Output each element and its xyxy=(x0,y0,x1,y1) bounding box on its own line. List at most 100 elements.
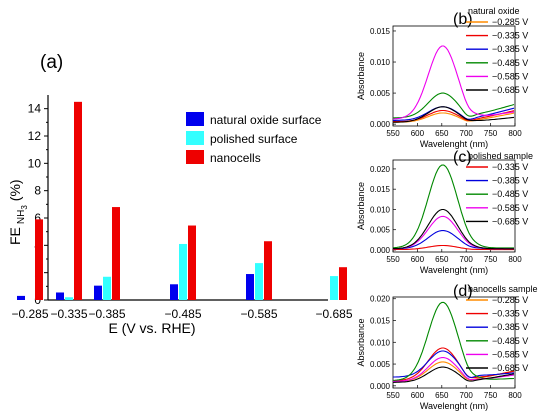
panel-b-spectra: (b) 550 600 650 700 750 800 0.000 0.005 0.010 0.01… xyxy=(356,6,528,149)
y-tick-label: 0.005 xyxy=(370,360,391,369)
x-tick-label: −0.685 xyxy=(315,307,352,321)
y-title-main: FE xyxy=(7,227,23,245)
x-tick-label: −0.285 xyxy=(11,307,48,321)
y-tick-label: 0.020 xyxy=(370,165,391,174)
x-tick-label: 550 xyxy=(386,391,400,400)
y-title-sub: NH xyxy=(16,210,27,224)
x-tick-label: 700 xyxy=(460,255,474,264)
legend-label: polished surface xyxy=(210,132,298,146)
bar-nanocells xyxy=(35,219,43,300)
y-tick-label: 0.020 xyxy=(370,295,391,304)
x-axis-title: Wavelenght (nm) xyxy=(420,265,488,275)
legend-label: −0.335 V xyxy=(492,309,528,319)
legend-label: −0.585 V xyxy=(492,203,528,213)
legend-label: −0.585 V xyxy=(492,349,528,359)
x-tick-label: 800 xyxy=(508,255,522,264)
legend-label: −0.485 V xyxy=(492,189,528,199)
legend-label: −0.485 V xyxy=(492,58,528,68)
legend-swatch xyxy=(186,112,204,126)
x-tick-label: −0.335 xyxy=(50,307,87,321)
bar-polished-surface xyxy=(179,243,187,300)
x-tick-label: 650 xyxy=(435,255,449,264)
x-tick-label: −0.585 xyxy=(240,307,277,321)
bar-nanocells xyxy=(264,241,272,300)
y-tick-label: 0.015 xyxy=(370,27,391,36)
y-tick-label: 0.010 xyxy=(370,338,391,347)
panel-label: (c) xyxy=(453,149,472,166)
y-axis-title: Absorbance xyxy=(356,52,366,100)
x-axis-title: Wavelenght (nm) xyxy=(420,139,488,149)
bar-natural-oxide-surface xyxy=(56,292,64,300)
legend-label: −0.335 V xyxy=(492,31,528,41)
legend-label: −0.385 V xyxy=(492,322,528,332)
x-tick-label: 800 xyxy=(508,129,522,138)
y-tick-label: 10 xyxy=(28,156,42,170)
bar-natural-oxide-surface xyxy=(94,285,102,300)
y-tick-label: 0.010 xyxy=(370,205,391,214)
panel-label: (b) xyxy=(453,11,473,28)
y-axis-title: Absorbance xyxy=(356,318,366,366)
panel-a-bar-chart: (a)02468101214−0.285−0.335−0.385−0.485−0… xyxy=(7,52,353,336)
x-axis-title: Wavelenght (nm) xyxy=(420,401,488,411)
y-title-subsub: 3 xyxy=(20,205,29,210)
y-tick-label: 8 xyxy=(34,184,41,198)
x-tick-label: 550 xyxy=(386,129,400,138)
series-line-4 xyxy=(392,45,515,120)
bar-nanocells xyxy=(112,207,120,300)
x-tick-label: 650 xyxy=(435,129,449,138)
x-tick-label: 750 xyxy=(484,391,498,400)
panel-label: (a) xyxy=(40,52,63,73)
x-axis-title: E (V vs. RHE) xyxy=(108,320,195,336)
legend-label: −0.485 V xyxy=(492,336,528,346)
series-line-0 xyxy=(393,244,514,251)
panel-c-spectra: (c) 550 600 650 700 750 800 0.000 0.005 0.010 0.01… xyxy=(356,149,533,275)
legend-swatch xyxy=(186,131,204,145)
plot-frame xyxy=(392,159,516,253)
series-line-0 xyxy=(393,112,515,123)
plot-frame xyxy=(392,25,516,127)
bar-natural-oxide-surface xyxy=(246,274,254,300)
y-tick-label: 0.015 xyxy=(370,317,391,326)
y-tick-label: 0.005 xyxy=(370,226,391,235)
bar-natural-oxide-surface xyxy=(170,284,178,300)
y-tick-label: 0.000 xyxy=(370,246,391,255)
x-tick-label: 600 xyxy=(411,129,425,138)
legend-label: nanocells xyxy=(210,151,261,165)
bar-polished-surface xyxy=(330,276,338,300)
y-tick-label: 6 xyxy=(34,211,41,225)
y-tick-label: 0.015 xyxy=(370,185,391,194)
bar-nanocells xyxy=(188,225,196,300)
y-tick-label: 0.010 xyxy=(370,58,391,67)
y-tick-label: 0.000 xyxy=(370,382,391,391)
panel-d-spectra: (d) 550 600 650 700 750 800 0.000 0.005 0.010 0.01… xyxy=(356,283,538,411)
y-axis-title: Absorbance xyxy=(356,182,366,230)
x-tick-label: 750 xyxy=(484,255,498,264)
series-line-5 xyxy=(393,366,515,383)
panel-label: (d) xyxy=(453,283,473,300)
series-line-5 xyxy=(393,106,515,123)
legend-label: −0.685 V xyxy=(492,216,528,226)
legend-label: natural oxide surface xyxy=(210,113,322,127)
legend-label: −0.285 V xyxy=(492,295,528,305)
y-tick-label: 0.005 xyxy=(370,89,391,98)
x-tick-label: 550 xyxy=(386,255,400,264)
series-line-2 xyxy=(392,164,514,249)
legend-label: −0.685 V xyxy=(492,363,528,373)
series-line-2 xyxy=(393,350,515,379)
x-tick-label: −0.485 xyxy=(164,307,201,321)
y-tick-label: 14 xyxy=(28,102,42,116)
legend-title: polished sample xyxy=(468,151,533,161)
series-line-4 xyxy=(393,208,514,250)
legend-label: −0.385 V xyxy=(492,44,528,54)
y-axis-title: FE NH3 (%) xyxy=(7,179,29,245)
x-tick-label: 600 xyxy=(411,255,425,264)
y-title-unit: (%) xyxy=(7,179,23,201)
legend-title: natural oxide xyxy=(468,6,520,16)
bar-natural-oxide-surface xyxy=(17,295,25,300)
y-tick-label: 0.000 xyxy=(370,120,391,129)
series-line-3 xyxy=(392,92,515,119)
y-tick-label: 12 xyxy=(28,129,42,143)
legend-label: −0.285 V xyxy=(492,17,528,27)
bar-nanocells xyxy=(74,101,82,300)
bar-polished-surface xyxy=(103,276,111,300)
